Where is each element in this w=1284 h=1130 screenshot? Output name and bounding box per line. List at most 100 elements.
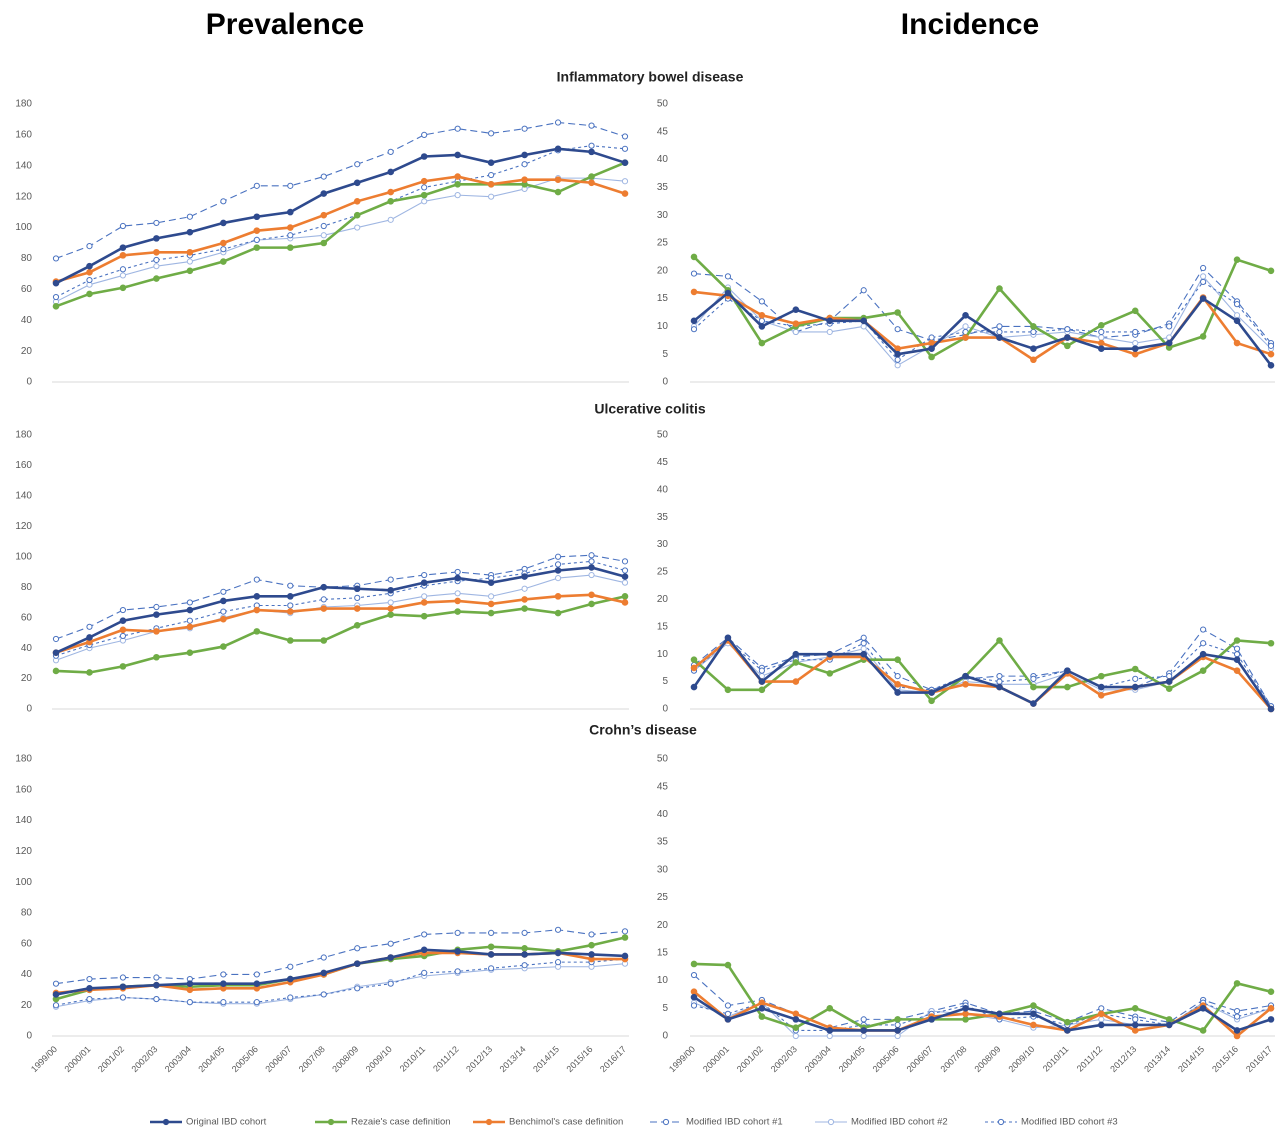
data-point: [153, 275, 160, 282]
data-point: [52, 649, 60, 656]
data-point: [554, 553, 562, 560]
data-point: [320, 173, 327, 180]
data-point: [186, 213, 193, 220]
data-point: [488, 193, 495, 200]
data-point: [220, 643, 227, 650]
series-line: [55, 145, 626, 298]
data-point: [792, 320, 800, 327]
y-tick-label: 0: [26, 377, 32, 388]
data-point: [1131, 1005, 1139, 1012]
data-point: [1267, 1016, 1275, 1023]
x-tick-label: 2013/14: [1142, 1044, 1172, 1074]
data-point: [253, 971, 260, 978]
data-point: [1030, 328, 1037, 336]
y-tick-label: 160: [15, 130, 32, 141]
data-point: [153, 219, 160, 227]
y-tick-label: 100: [15, 222, 32, 233]
data-point: [996, 323, 1003, 330]
data-point: [253, 576, 260, 583]
data-point: [860, 317, 868, 325]
data-point: [320, 969, 328, 977]
y-tick-label: 15: [657, 621, 669, 632]
data-point: [153, 628, 160, 635]
data-point: [758, 339, 766, 347]
data-point: [421, 931, 428, 938]
x-tick-label: 2008/09: [972, 1044, 1002, 1074]
x-tick-label: 2006/07: [905, 1044, 935, 1074]
data-point: [860, 650, 868, 658]
y-tick-label: 120: [15, 521, 32, 532]
data-point: [621, 558, 629, 565]
data-point: [387, 148, 394, 155]
data-point: [420, 153, 428, 160]
data-point: [153, 974, 160, 981]
legend-marker: [997, 1118, 1005, 1126]
data-point: [962, 1016, 969, 1023]
data-point: [186, 248, 194, 256]
data-point: [758, 298, 765, 305]
y-tick-label: 0: [662, 704, 668, 715]
data-point: [894, 689, 901, 696]
x-tick-label: 2001/02: [96, 1044, 126, 1074]
x-tick-label: 2013/14: [498, 1044, 528, 1074]
data-point: [894, 1021, 901, 1029]
data-point: [86, 269, 93, 276]
data-point: [962, 1005, 969, 1012]
data-point: [621, 145, 629, 152]
data-point: [690, 656, 698, 663]
legend-marker: [327, 1118, 335, 1126]
x-tick-label: 2011/12: [1075, 1044, 1105, 1074]
data-point: [220, 615, 227, 623]
data-point: [86, 242, 93, 250]
y-tick-label: 0: [26, 1031, 32, 1042]
series-line: [693, 639, 1272, 707]
data-point: [1199, 295, 1207, 302]
legend-marker: [485, 1118, 493, 1126]
data-point: [1199, 667, 1207, 674]
data-point: [1233, 1007, 1241, 1015]
data-point: [153, 611, 160, 618]
data-point: [1165, 678, 1173, 685]
data-point: [928, 689, 935, 696]
y-tick-label: 30: [657, 210, 669, 221]
data-point: [1131, 665, 1139, 673]
data-point: [387, 599, 394, 606]
x-tick-label: 2003/04: [163, 1044, 193, 1074]
data-point: [421, 184, 428, 191]
data-point: [588, 148, 595, 156]
y-tick-label: 20: [21, 1000, 33, 1011]
data-point: [220, 219, 227, 227]
data-point: [894, 1027, 901, 1034]
data-point: [286, 975, 294, 983]
data-point: [690, 988, 698, 995]
data-point: [894, 356, 901, 363]
data-point: [690, 683, 698, 691]
data-point: [320, 991, 327, 998]
data-point: [1097, 339, 1105, 347]
data-point: [86, 623, 93, 630]
data-point: [86, 634, 93, 641]
data-point: [253, 980, 261, 987]
data-point: [354, 985, 361, 992]
y-tick-label: 100: [15, 877, 32, 888]
data-point: [724, 1002, 732, 1009]
y-tick-label: 40: [21, 643, 33, 654]
y-tick-label: 10: [657, 649, 669, 660]
data-point: [287, 963, 294, 970]
x-tick-label: 2007/08: [297, 1044, 327, 1074]
data-point: [1233, 256, 1241, 263]
data-point: [588, 552, 595, 559]
y-tick-label: 50: [657, 99, 669, 110]
data-point: [387, 980, 394, 987]
data-point: [186, 649, 194, 656]
data-point: [454, 590, 461, 597]
data-point: [454, 597, 461, 605]
data-point: [286, 208, 294, 216]
data-point: [421, 593, 428, 600]
data-point: [320, 596, 327, 603]
data-point: [487, 579, 495, 586]
x-tick-label: 2011/12: [431, 1044, 461, 1074]
data-point: [621, 178, 629, 185]
data-point: [792, 659, 800, 666]
data-point: [119, 994, 127, 1001]
